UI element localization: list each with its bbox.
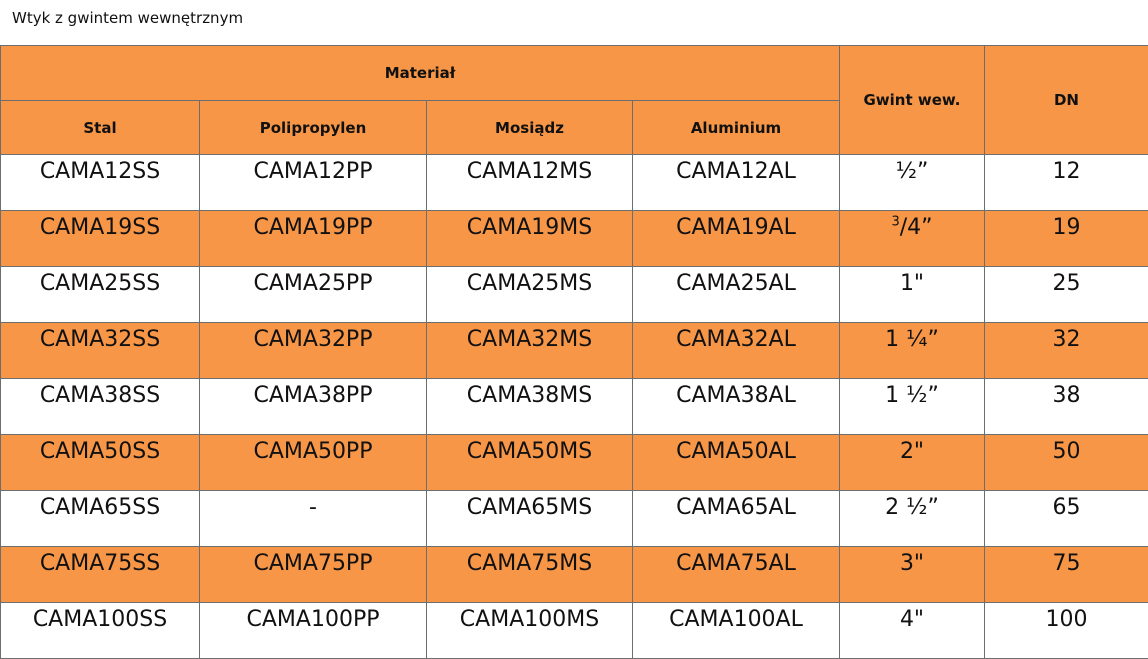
cell-polypropylene: CAMA19PP xyxy=(200,211,427,267)
cell-dn: 38 xyxy=(985,379,1148,435)
cell-aluminium: CAMA50AL xyxy=(633,435,840,491)
cell-polypropylene: CAMA100PP xyxy=(200,603,427,659)
cell-thread: 2 ½” xyxy=(840,491,985,547)
cell-brass: CAMA100MS xyxy=(427,603,633,659)
table-row: CAMA100SS CAMA100PP CAMA100MS CAMA100AL … xyxy=(1,603,1148,659)
header-brass: Mosiądz xyxy=(427,101,633,155)
cell-brass: CAMA38MS xyxy=(427,379,633,435)
header-material: Materiał xyxy=(1,46,840,101)
table-row: CAMA75SS CAMA75PP CAMA75MS CAMA75AL 3" 7… xyxy=(1,547,1148,603)
table-row: CAMA12SS CAMA12PP CAMA12MS CAMA12AL ½” 1… xyxy=(1,155,1148,211)
cell-polypropylene: - xyxy=(200,491,427,547)
cell-steel: CAMA50SS xyxy=(1,435,200,491)
cell-steel: CAMA25SS xyxy=(1,267,200,323)
cell-polypropylene: CAMA32PP xyxy=(200,323,427,379)
cell-brass: CAMA32MS xyxy=(427,323,633,379)
header-thread: Gwint wew. xyxy=(840,46,985,155)
cell-polypropylene: CAMA12PP xyxy=(200,155,427,211)
cell-dn: 32 xyxy=(985,323,1148,379)
cell-steel: CAMA100SS xyxy=(1,603,200,659)
cell-polypropylene: CAMA75PP xyxy=(200,547,427,603)
table-row: CAMA19SS CAMA19PP CAMA19MS CAMA19AL 3/4”… xyxy=(1,211,1148,267)
cell-aluminium: CAMA38AL xyxy=(633,379,840,435)
cell-aluminium: CAMA25AL xyxy=(633,267,840,323)
cell-dn: 65 xyxy=(985,491,1148,547)
table-body: CAMA12SS CAMA12PP CAMA12MS CAMA12AL ½” 1… xyxy=(1,155,1148,659)
cell-polypropylene: CAMA25PP xyxy=(200,267,427,323)
cell-polypropylene: CAMA38PP xyxy=(200,379,427,435)
cell-brass: CAMA65MS xyxy=(427,491,633,547)
thread-fraction: /4” xyxy=(900,215,933,240)
cell-aluminium: CAMA75AL xyxy=(633,547,840,603)
cell-brass: CAMA25MS xyxy=(427,267,633,323)
cell-polypropylene: CAMA50PP xyxy=(200,435,427,491)
cell-thread: 1" xyxy=(840,267,985,323)
table-caption: Wtyk z gwintem wewnętrznym xyxy=(12,8,243,28)
cell-thread: 2" xyxy=(840,435,985,491)
cell-thread: 3" xyxy=(840,547,985,603)
cell-steel: CAMA19SS xyxy=(1,211,200,267)
cell-dn: 75 xyxy=(985,547,1148,603)
cell-dn: 25 xyxy=(985,267,1148,323)
cell-brass: CAMA12MS xyxy=(427,155,633,211)
table-row: CAMA38SS CAMA38PP CAMA38MS CAMA38AL 1 ½”… xyxy=(1,379,1148,435)
cell-aluminium: CAMA65AL xyxy=(633,491,840,547)
cell-aluminium: CAMA32AL xyxy=(633,323,840,379)
cell-steel: CAMA32SS xyxy=(1,323,200,379)
cell-aluminium: CAMA12AL xyxy=(633,155,840,211)
table-row: CAMA25SS CAMA25PP CAMA25MS CAMA25AL 1" 2… xyxy=(1,267,1148,323)
cell-aluminium: CAMA19AL xyxy=(633,211,840,267)
table-row: CAMA65SS - CAMA65MS CAMA65AL 2 ½” 65 xyxy=(1,491,1148,547)
cell-dn: 19 xyxy=(985,211,1148,267)
cell-brass: CAMA75MS xyxy=(427,547,633,603)
product-table: Materiał Gwint wew. DN Stal Polipropylen… xyxy=(0,45,1148,659)
cell-brass: CAMA50MS xyxy=(427,435,633,491)
cell-steel: CAMA12SS xyxy=(1,155,200,211)
cell-thread: 1 ½” xyxy=(840,379,985,435)
thread-superscript: 3 xyxy=(891,215,899,230)
table-row: CAMA32SS CAMA32PP CAMA32MS CAMA32AL 1 ¼”… xyxy=(1,323,1148,379)
cell-thread: 4" xyxy=(840,603,985,659)
header-aluminium: Aluminium xyxy=(633,101,840,155)
cell-steel: CAMA75SS xyxy=(1,547,200,603)
cell-dn: 50 xyxy=(985,435,1148,491)
cell-aluminium: CAMA100AL xyxy=(633,603,840,659)
header-polypropylene: Polipropylen xyxy=(200,101,427,155)
cell-brass: CAMA19MS xyxy=(427,211,633,267)
cell-dn: 12 xyxy=(985,155,1148,211)
cell-steel: CAMA38SS xyxy=(1,379,200,435)
cell-steel: CAMA65SS xyxy=(1,491,200,547)
header-row-top: Materiał Gwint wew. DN xyxy=(1,46,1148,101)
header-steel: Stal xyxy=(1,101,200,155)
table-row: CAMA50SS CAMA50PP CAMA50MS CAMA50AL 2" 5… xyxy=(1,435,1148,491)
header-dn: DN xyxy=(985,46,1148,155)
cell-dn: 100 xyxy=(985,603,1148,659)
cell-thread: 3/4” xyxy=(840,211,985,267)
cell-thread: 1 ¼” xyxy=(840,323,985,379)
cell-thread: ½” xyxy=(840,155,985,211)
